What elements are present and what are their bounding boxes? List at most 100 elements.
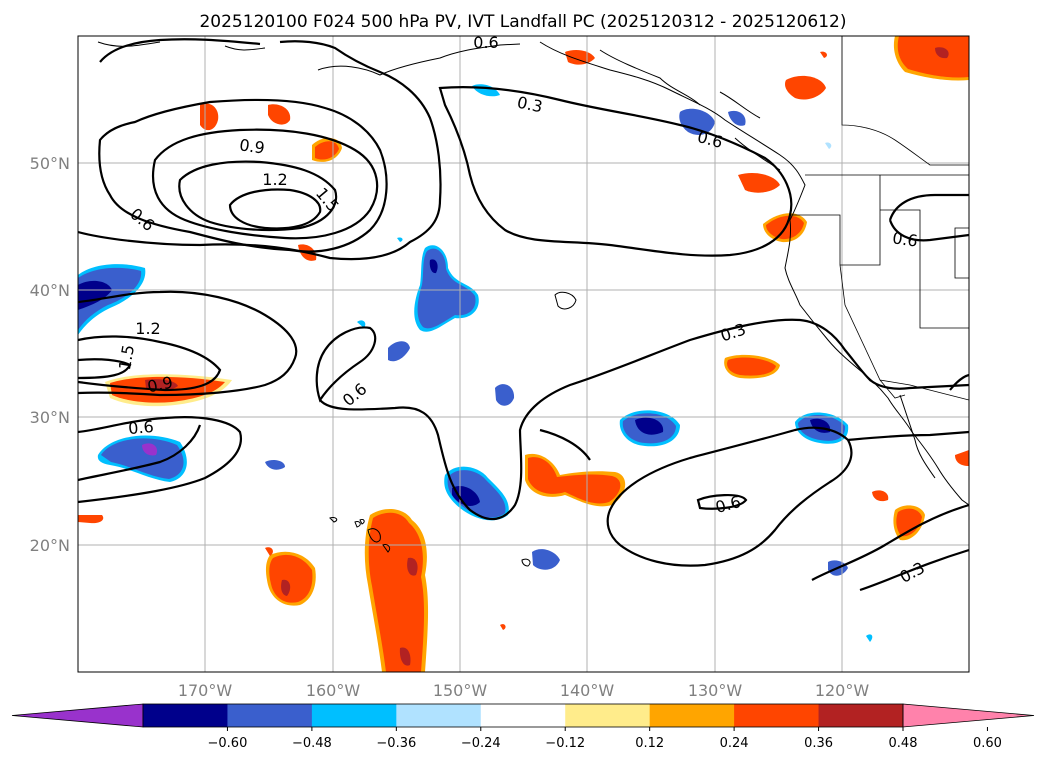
anomaly-patch — [357, 320, 366, 328]
colorbar-segment — [143, 704, 228, 727]
map-title: 2025120100 F024 500 hPa PV, IVT Landfall… — [199, 12, 846, 32]
contour-line — [78, 335, 222, 392]
gulf-of-california-coastline — [899, 394, 936, 479]
contour-line — [78, 358, 132, 380]
colorbar-extend-low — [11, 703, 144, 728]
anomaly-patch — [281, 579, 291, 596]
anomaly-patch — [872, 490, 889, 502]
anomaly-patch — [935, 47, 949, 59]
latitude-labels: 50°N 40°N 30°N 20°N — [30, 154, 70, 555]
contour-line — [859, 548, 969, 592]
latitude-label: 40°N — [30, 281, 70, 300]
anomaly-patch — [955, 450, 969, 466]
anomaly-patch — [265, 459, 285, 470]
anomaly-patch — [101, 438, 184, 479]
contour-line — [78, 424, 202, 482]
anomaly-patch — [269, 554, 313, 603]
contour-line — [78, 290, 298, 397]
small-island-outline — [521, 558, 531, 567]
small-island-outline — [329, 517, 361, 528]
us-mexico-border — [879, 379, 906, 399]
anomaly-patch — [679, 108, 715, 135]
longitude-label: 160°W — [306, 681, 361, 700]
contour-line — [78, 38, 442, 261]
colorbar-segment — [565, 704, 651, 727]
anomaly-patch — [500, 624, 506, 630]
longitude-label: 120°W — [815, 681, 870, 700]
contour-line — [606, 426, 853, 567]
anomaly-patch — [397, 237, 403, 242]
anomaly-patch — [896, 508, 922, 537]
state-border — [954, 227, 969, 279]
anomaly-patch — [429, 259, 438, 274]
map-area: 0.6 0.3 0.6 0.9 1.2 1.5 0.6 0.6 1.2 1.5 … — [77, 33, 970, 673]
contour-label: 1.2 — [262, 170, 287, 189]
latitude-label: 30°N — [30, 408, 70, 427]
anomaly-patch — [785, 75, 826, 100]
small-island-outline — [554, 291, 577, 310]
colorbar: −0.60 −0.48 −0.36 −0.24 −0.12 0.12 0.24 0.36 0.4… — [11, 703, 1035, 751]
contour-label: 0.9 — [238, 135, 266, 157]
political-borders — [790, 36, 969, 401]
anomaly-patch — [268, 104, 291, 125]
colorbar-segment — [396, 704, 482, 727]
contour-line — [78, 416, 243, 504]
contour-line — [696, 494, 748, 510]
aleutian-coastline — [97, 41, 266, 51]
latitude-label: 20°N — [30, 536, 70, 555]
anomaly-patch — [635, 417, 664, 435]
anomaly-patch — [368, 512, 425, 672]
colorbar-segment — [311, 704, 397, 727]
colorbar-segment — [480, 704, 566, 727]
map-frame — [77, 35, 970, 673]
colorbar-tick-label: 0.36 — [804, 736, 833, 751]
anomaly-patch — [399, 647, 411, 666]
longitude-label: 170°W — [178, 681, 233, 700]
anomaly-patch — [825, 142, 832, 149]
contour-label: 0.6 — [473, 33, 498, 52]
colorbar-segment — [818, 704, 904, 727]
anomaly-patch — [388, 341, 410, 362]
colorbar-tick-label: 0.60 — [973, 736, 1002, 751]
colorbar-tick-label: 0.48 — [889, 736, 918, 751]
contour-line — [98, 98, 388, 253]
colorbar-outline — [142, 703, 904, 728]
contour-label: 0.9 — [146, 373, 175, 397]
colorbar-segment — [734, 704, 820, 727]
map-background — [78, 36, 969, 672]
colorbar-segment — [227, 704, 313, 727]
anomaly-patch — [407, 557, 418, 576]
contour-line — [178, 160, 338, 232]
contour-line — [949, 373, 969, 391]
alaska-yukon-border — [841, 36, 969, 166]
contour-label: 1.5 — [115, 343, 138, 371]
anomaly-patch — [728, 110, 746, 126]
north-america-coastline — [539, 41, 806, 221]
contour-line — [888, 193, 969, 242]
anomaly-patch — [495, 384, 515, 406]
anomaly-patch — [532, 549, 560, 570]
anomaly-patch — [78, 280, 112, 310]
anomaly-patch — [738, 173, 780, 193]
contour-line — [315, 326, 377, 403]
longitude-label: 140°W — [560, 681, 615, 700]
anomaly-patch — [866, 634, 873, 642]
contour-label: 1.2 — [135, 319, 160, 338]
contour-line — [847, 430, 969, 442]
contour-line — [438, 86, 793, 257]
anomaly-patch — [452, 485, 480, 506]
anomaly-patch — [142, 443, 158, 456]
hawaii-coastline — [359, 519, 391, 553]
contour-lines — [78, 38, 969, 592]
anomaly-patch — [897, 36, 969, 78]
map-content: 0.6 0.3 0.6 0.9 1.2 1.5 0.6 0.6 1.2 1.5 … — [78, 33, 969, 672]
longitude-labels: 170°W 160°W 150°W 140°W 130°W 120°W — [178, 681, 870, 700]
graticule — [78, 36, 969, 672]
colorbar-tick-label: −0.24 — [461, 736, 501, 751]
anomaly-patch — [145, 379, 178, 391]
colorbar-tick-label: −0.12 — [545, 736, 585, 751]
anomaly-patch — [820, 51, 827, 58]
contour-line — [319, 318, 969, 521]
contour-label: 0.6 — [891, 228, 919, 250]
anomaly-patch — [265, 547, 273, 556]
